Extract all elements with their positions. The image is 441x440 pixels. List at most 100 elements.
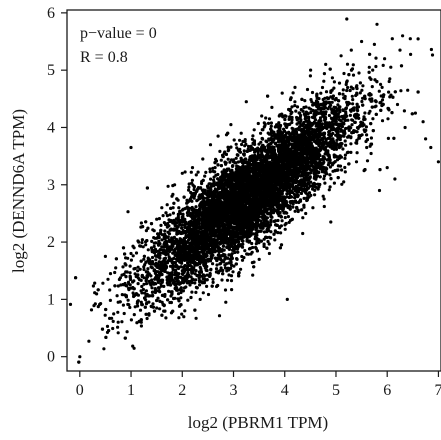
data-point: [93, 281, 97, 285]
data-point: [168, 213, 172, 217]
data-point: [208, 167, 212, 171]
data-point: [343, 165, 347, 170]
data-point: [330, 88, 334, 92]
data-point: [136, 299, 140, 303]
data-point: [262, 125, 266, 129]
data-point: [231, 270, 235, 274]
data-point: [380, 119, 385, 123]
data-point: [346, 100, 350, 105]
data-point: [132, 346, 136, 350]
data-point: [113, 270, 117, 275]
data-point: [313, 115, 317, 119]
data-point: [309, 68, 313, 72]
data-point: [267, 242, 271, 246]
data-point: [226, 145, 230, 149]
data-point: [326, 97, 330, 101]
data-point: [153, 248, 157, 252]
data-point: [232, 242, 237, 246]
data-point: [263, 122, 267, 126]
data-point: [140, 238, 144, 242]
data-point: [116, 284, 120, 288]
data-point: [307, 191, 312, 195]
data-point: [68, 302, 73, 306]
data-point: [116, 320, 120, 324]
data-point: [273, 238, 277, 242]
data-point: [262, 242, 266, 246]
data-point: [122, 311, 126, 316]
data-point: [134, 251, 139, 255]
data-point: [322, 174, 327, 178]
data-point: [371, 68, 375, 72]
data-point: [332, 80, 336, 84]
data-point: [321, 155, 325, 159]
data-point: [348, 113, 352, 117]
data-point: [218, 149, 222, 153]
data-point: [360, 88, 364, 92]
data-point: [225, 278, 230, 282]
data-point: [144, 243, 148, 247]
data-point: [301, 216, 305, 220]
data-point: [302, 196, 306, 200]
data-point: [267, 235, 271, 239]
data-point: [277, 121, 281, 125]
data-point: [228, 160, 232, 164]
data-point: [251, 273, 255, 277]
data-point: [293, 209, 297, 213]
data-point: [409, 52, 413, 57]
data-point: [336, 103, 340, 107]
data-point: [323, 181, 327, 185]
data-point: [177, 206, 181, 210]
data-point: [360, 99, 364, 104]
data-point: [328, 185, 332, 189]
data-point: [364, 125, 368, 129]
data-point: [341, 88, 345, 92]
data-point: [187, 188, 191, 192]
data-point: [252, 128, 256, 132]
data-point: [131, 254, 135, 258]
data-point: [219, 158, 223, 162]
data-point: [251, 134, 255, 138]
data-point: [160, 238, 164, 242]
data-point: [287, 117, 291, 121]
data-point: [194, 278, 198, 282]
data-point: [209, 177, 213, 181]
data-point: [105, 324, 110, 328]
data-point: [343, 153, 347, 157]
data-point: [223, 160, 227, 164]
data-point: [309, 110, 313, 115]
data-point: [264, 116, 268, 120]
data-point: [283, 227, 287, 231]
data-point: [143, 291, 147, 295]
data-point: [294, 200, 298, 204]
data-point: [365, 133, 369, 137]
data-point: [253, 245, 258, 249]
data-point: [349, 150, 353, 154]
data-point: [330, 76, 334, 80]
data-point: [182, 315, 186, 319]
data-point: [369, 136, 373, 140]
data-point: [136, 269, 140, 273]
data-point: [230, 288, 234, 292]
data-point: [290, 118, 294, 122]
data-point: [189, 275, 193, 279]
data-point: [187, 182, 191, 186]
data-point: [228, 257, 232, 261]
data-point: [337, 146, 341, 150]
data-point: [132, 313, 136, 317]
data-point: [303, 99, 307, 103]
data-point: [332, 181, 336, 185]
data-point: [284, 114, 288, 118]
data-point: [319, 91, 323, 95]
data-point: [358, 91, 362, 95]
data-point: [307, 116, 311, 120]
data-point: [287, 220, 291, 224]
data-point: [266, 239, 270, 244]
data-point: [351, 98, 355, 102]
data-point: [387, 90, 391, 94]
data-point: [116, 331, 120, 335]
data-point: [225, 256, 229, 260]
data-point: [154, 258, 158, 262]
data-point: [355, 151, 359, 155]
data-point: [128, 305, 132, 310]
data-point: [214, 270, 218, 274]
